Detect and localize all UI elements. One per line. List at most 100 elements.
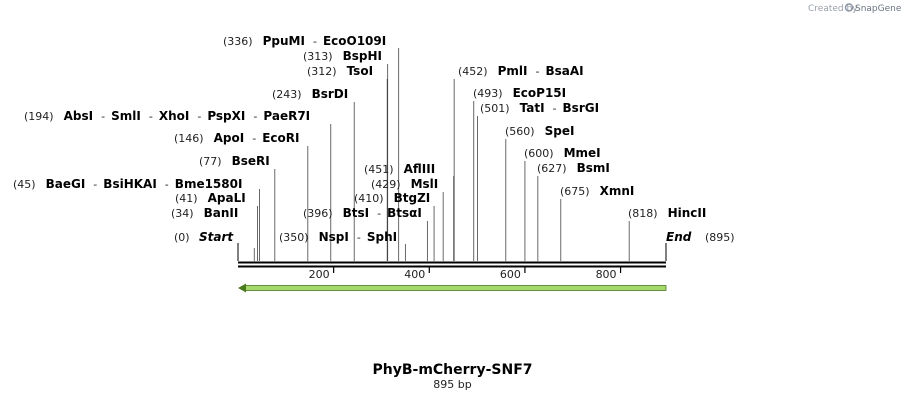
enzyme-name[interactable]: PaeR7I xyxy=(263,109,310,123)
enzyme-name[interactable]: AbsI xyxy=(64,109,93,123)
site-position: (77) xyxy=(199,155,222,168)
name-separator: - xyxy=(252,132,256,145)
site-label[interactable]: (336) PpuMI - EcoO109I xyxy=(223,34,386,48)
site-position: (34) xyxy=(171,207,194,220)
feature-arrowhead-icon xyxy=(238,283,246,293)
enzyme-name[interactable]: BsrDI xyxy=(312,87,349,101)
site-label[interactable]: (41) ApaLI xyxy=(175,191,246,205)
site-label[interactable]: (452) PmlI - BsaAI xyxy=(458,64,584,78)
site-position: (312) xyxy=(307,65,337,78)
site-label[interactable]: (560) SpeI xyxy=(505,124,574,138)
site-position: (675) xyxy=(560,185,590,198)
credit-prefix: Created by xyxy=(808,4,858,14)
enzyme-name[interactable]: SmlI xyxy=(111,109,141,123)
enzyme-name[interactable]: BspHI xyxy=(343,49,382,63)
snapgene-logo-icon xyxy=(844,3,854,12)
cut-lines xyxy=(253,48,630,261)
site-label[interactable]: (675) XmnI xyxy=(560,184,634,198)
site-label[interactable]: (501) TatI - BsrGI xyxy=(480,101,599,115)
site-position: (396) xyxy=(303,207,333,220)
site-label[interactable]: (627) BsmI xyxy=(537,161,610,175)
site-position: (560) xyxy=(505,125,535,138)
site-label[interactable]: (45) BaeGI - BsiHKAI - Bme1580I xyxy=(13,177,242,191)
enzyme-name[interactable]: TatI xyxy=(520,101,545,115)
enzyme-name[interactable]: Bme1580I xyxy=(175,177,243,191)
enzyme-name[interactable]: SphI xyxy=(367,230,397,244)
enzyme-name[interactable]: PspXI xyxy=(207,109,245,123)
site-position: (146) xyxy=(174,132,204,145)
enzyme-name[interactable]: BanII xyxy=(204,206,239,220)
start-label: Start xyxy=(199,230,234,244)
site-position: (501) xyxy=(480,102,510,115)
site-label[interactable]: (243) BsrDI xyxy=(272,87,348,101)
name-separator: - xyxy=(357,231,361,244)
site-position: (452) xyxy=(458,65,488,78)
ruler-ticks: 200 400 600 800 xyxy=(309,266,622,281)
enzyme-name[interactable]: ApoI xyxy=(214,131,245,145)
enzyme-name[interactable]: BsmI xyxy=(577,161,610,175)
site-label[interactable]: (600) MmeI xyxy=(524,146,601,160)
ruler-tick-label: 400 xyxy=(404,268,425,281)
enzyme-name[interactable]: ApaLI xyxy=(208,191,246,205)
site-label[interactable]: (77) BseRI xyxy=(199,154,270,168)
enzyme-name[interactable]: NspI xyxy=(319,230,349,244)
end-label: End xyxy=(666,230,692,244)
site-label[interactable]: (146) ApoI - EcoRI xyxy=(174,131,299,145)
name-separator: - xyxy=(253,110,257,123)
enzyme-name[interactable]: EcoP15I xyxy=(513,86,567,100)
site-label[interactable]: (396) BtsI - BtsαI xyxy=(303,206,422,220)
enzyme-name[interactable]: BsrGI xyxy=(563,101,600,115)
map-length: 895 bp xyxy=(433,378,471,391)
enzyme-name[interactable]: EcoRI xyxy=(262,131,299,145)
enzyme-name[interactable]: PpuMI xyxy=(263,34,305,48)
enzyme-name[interactable]: MslI xyxy=(411,177,439,191)
map-title: PhyB-mCherry-SNF7 xyxy=(372,362,532,378)
enzyme-name[interactable]: BseRI xyxy=(232,154,270,168)
site-position: (429) xyxy=(371,178,401,191)
site-position: (45) xyxy=(13,178,36,191)
enzyme-name[interactable]: HincII xyxy=(668,206,707,220)
enzyme-name[interactable]: BsaAI xyxy=(545,64,583,78)
site-label[interactable]: (350) NspI - SphI xyxy=(279,230,397,244)
enzyme-name[interactable]: BtsI xyxy=(343,206,370,220)
credit-brand: SnapGene xyxy=(855,4,902,14)
site-label[interactable]: (313) BspHI xyxy=(303,49,382,63)
site-label[interactable]: (194) AbsI - SmlI - XhoI - PspXI - PaeR7I xyxy=(24,109,310,123)
feature-arrow[interactable] xyxy=(238,283,667,293)
site-label[interactable]: (410) BtgZI xyxy=(354,191,430,205)
enzyme-name[interactable]: SpeI xyxy=(545,124,575,138)
name-separator: - xyxy=(93,178,97,191)
name-separator: - xyxy=(101,110,105,123)
end-position: (895) xyxy=(705,231,735,244)
enzyme-name[interactable]: XhoI xyxy=(159,109,190,123)
site-position: (451) xyxy=(364,163,394,176)
enzyme-name[interactable]: EcoO109I xyxy=(323,34,386,48)
site-label[interactable]: (493) EcoP15I xyxy=(473,86,566,100)
site-label[interactable]: (818) HincII xyxy=(628,206,706,220)
site-label[interactable]: (429) MslI xyxy=(371,177,438,191)
site-label[interactable]: (451) AflIII xyxy=(364,162,435,176)
enzyme-name[interactable]: PmlI xyxy=(498,64,528,78)
site-position: (627) xyxy=(537,162,567,175)
site-labels: (34) BanII(41) ApaLI(45) BaeGI - BsiHKAI - Bme1… xyxy=(13,34,706,244)
name-separator: - xyxy=(535,65,539,78)
site-position: (410) xyxy=(354,192,384,205)
enzyme-name[interactable]: BtsαI xyxy=(387,206,422,220)
enzyme-name[interactable]: TsoI xyxy=(347,64,373,78)
enzyme-name[interactable]: AflIII xyxy=(404,162,436,176)
ruler-tick-label: 600 xyxy=(500,268,521,281)
enzyme-name[interactable]: MmeI xyxy=(564,146,601,160)
name-separator: - xyxy=(553,102,557,115)
enzyme-name[interactable]: XmnI xyxy=(600,184,635,198)
feature-body[interactable] xyxy=(243,285,667,291)
enzyme-name[interactable]: BaeGI xyxy=(46,177,86,191)
site-position: (493) xyxy=(473,87,503,100)
name-separator: - xyxy=(149,110,153,123)
ruler-tick-label: 200 xyxy=(309,268,330,281)
enzyme-name[interactable]: BtgZI xyxy=(394,191,431,205)
name-separator: - xyxy=(313,35,317,48)
site-label[interactable]: (312) TsoI xyxy=(307,64,373,78)
site-label[interactable]: (34) BanII xyxy=(171,206,238,220)
enzyme-name[interactable]: BsiHKAI xyxy=(103,177,157,191)
